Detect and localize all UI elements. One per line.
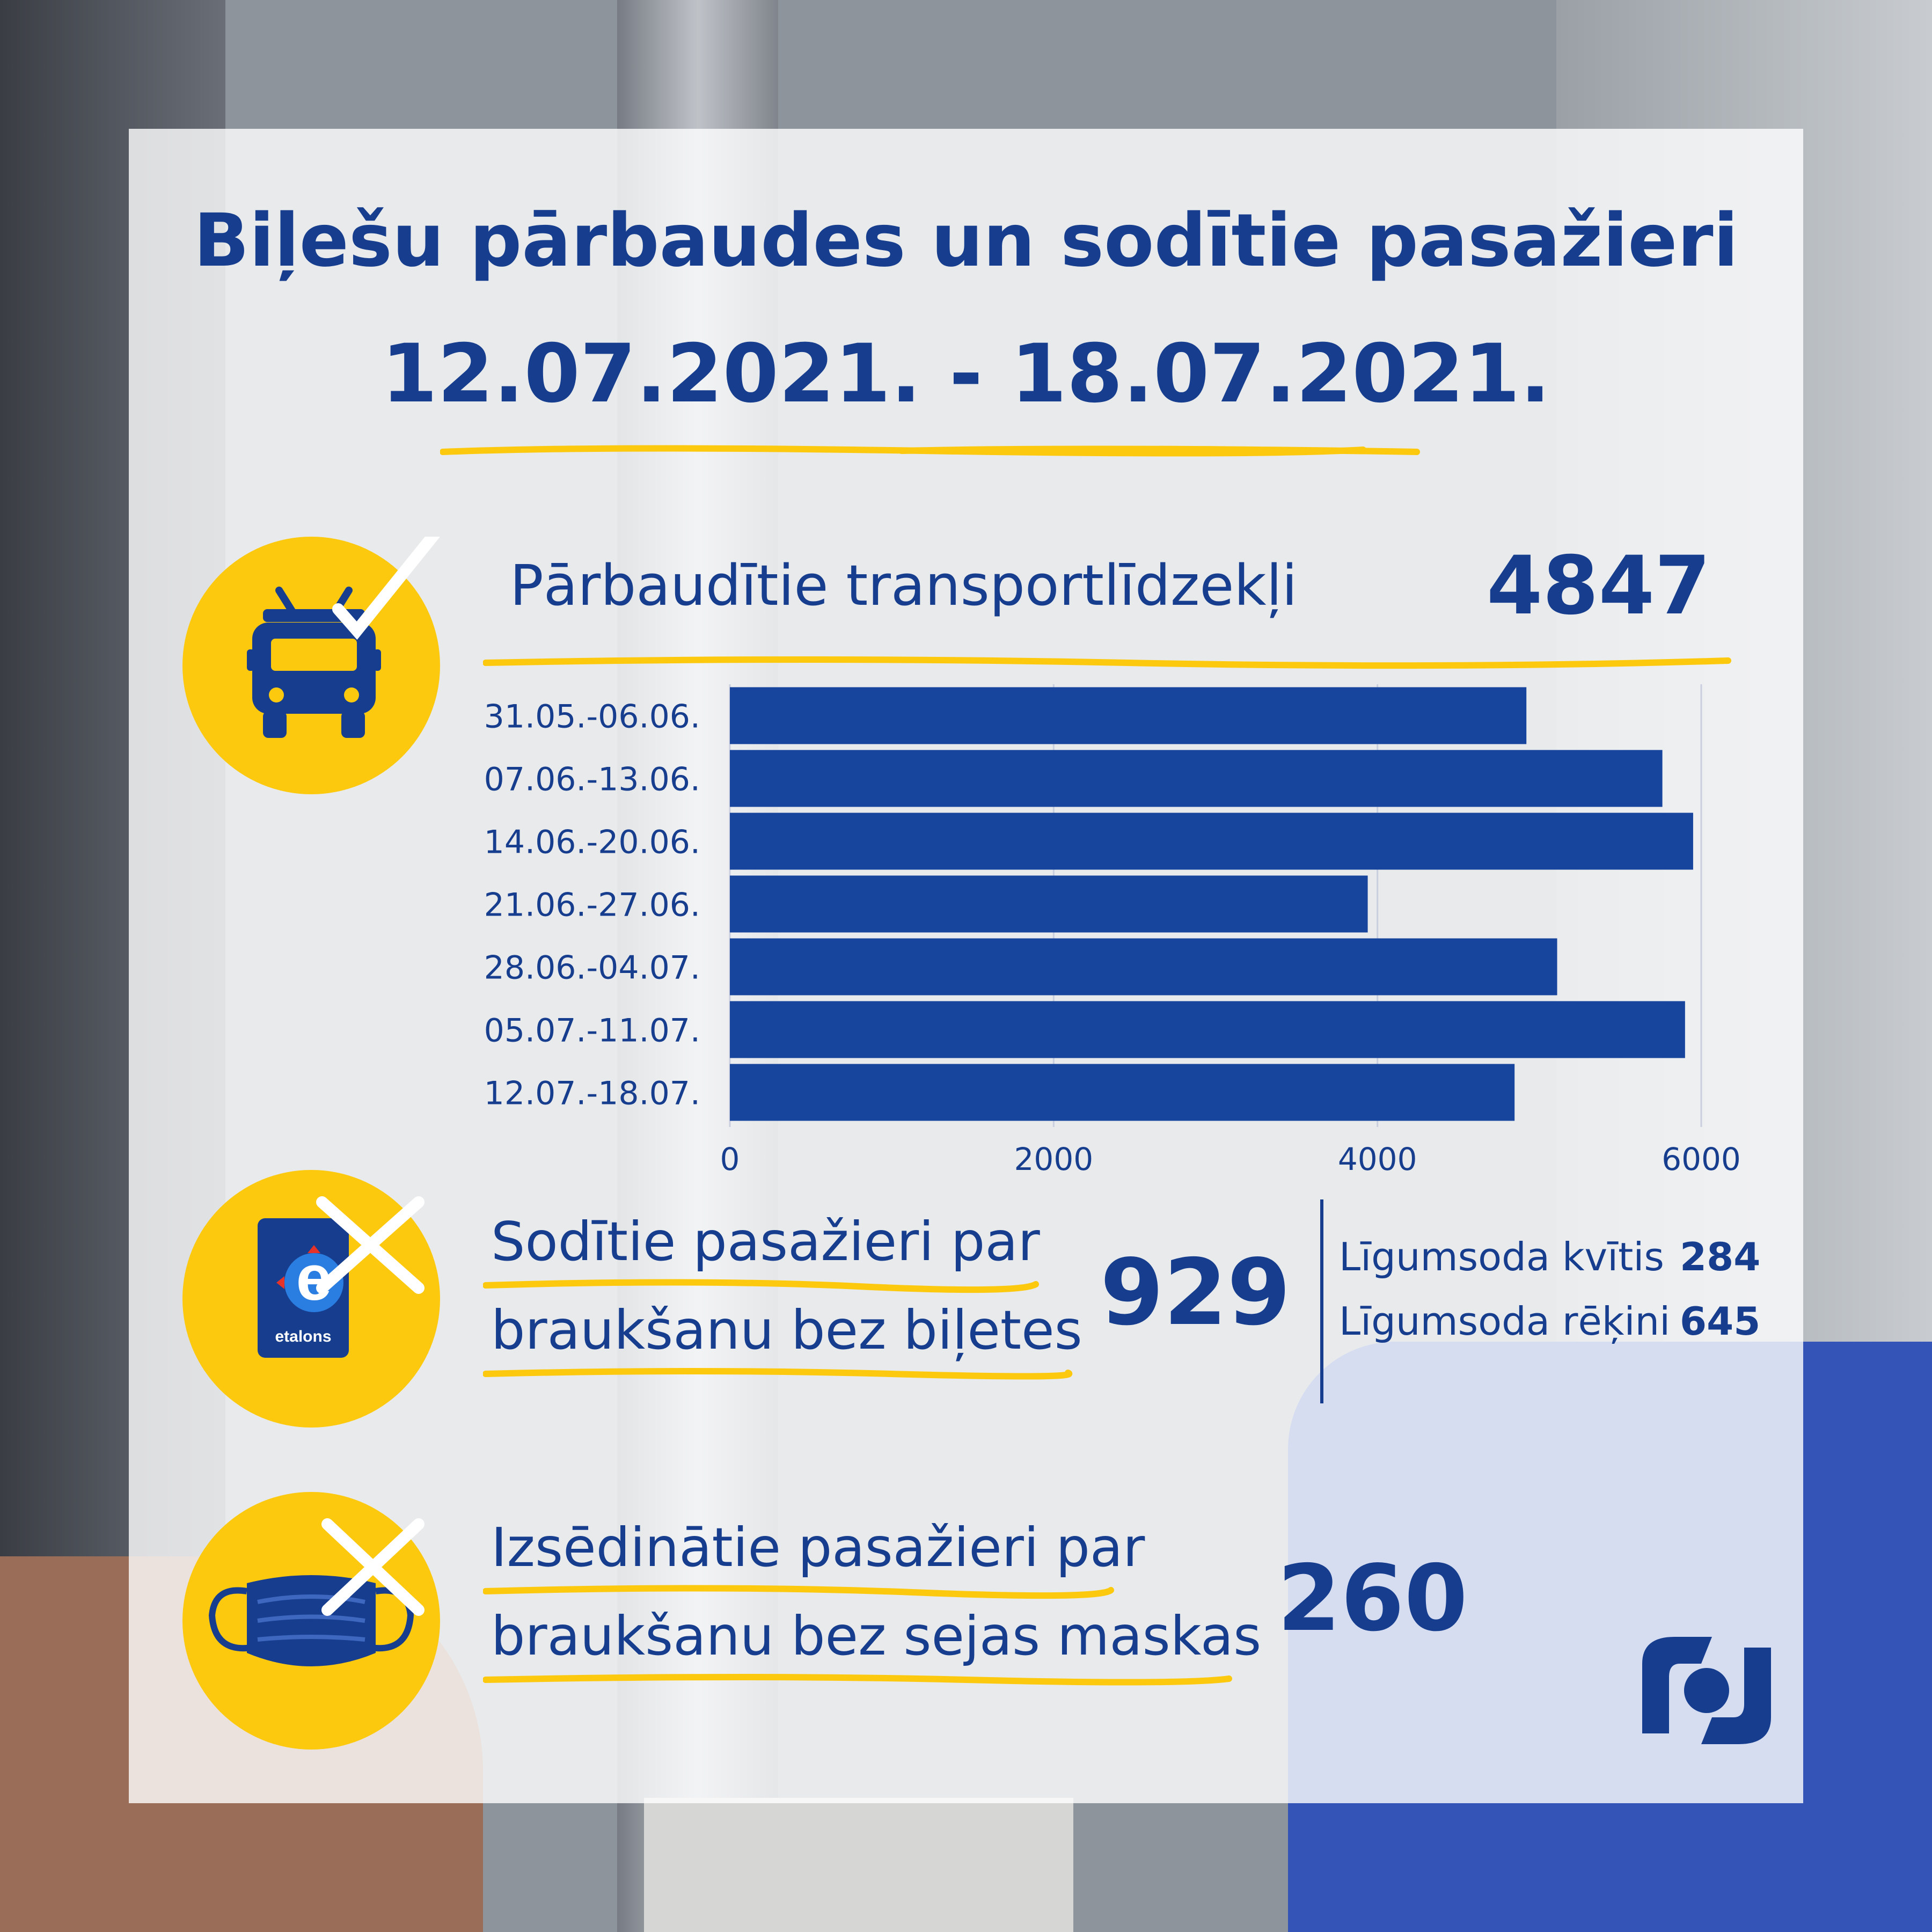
trolleybus-check-icon [247,528,441,738]
vehicles-label: Pārbaudītie transportlīdzekļi [510,553,1298,618]
bar-6 [730,1064,1515,1121]
breakdown-label-invoices: Līgumsoda rēķini [1339,1299,1671,1344]
face-mask-cross-icon [208,1518,425,1666]
vehicles-underline [483,656,1731,669]
page-title: Biļešu pārbaudes un sodītie pasažieri [193,199,1739,283]
category-label-2: 14.06.-20.06. [484,824,700,861]
date-underline [440,445,1420,457]
vehicles-icon-circle [182,528,441,794]
mask-underline-2 [483,1674,1232,1686]
rigas-satiksme-logo [1642,1637,1771,1744]
date-range: 12.07.2021. - 18.07.2021. [381,327,1551,421]
category-label-3: 21.06.-27.06. [484,887,700,924]
x-tick-label-6000: 6000 [1662,1141,1741,1177]
fined-value: 929 [1100,1240,1291,1346]
bar-4 [730,938,1557,996]
breakdown-value-receipts: 284 [1680,1234,1761,1279]
bar-5 [730,1001,1685,1058]
category-label-0: 31.05.-06.06. [484,698,700,736]
category-label-1: 07.06.-13.06. [484,761,700,799]
mask-icon-circle [182,1492,440,1750]
fined-label-line1: Sodītie pasažieri par [491,1210,1040,1273]
bar-1 [730,750,1663,807]
etalons-card-cross-icon: e etalons [258,1196,425,1358]
mask-label-line2: braukšanu bez sejas maskas [491,1605,1262,1667]
mask-underline-1 [483,1585,1114,1599]
bar-2 [730,813,1693,870]
breakdown-label-receipts: Līgumsoda kvītis [1339,1234,1664,1279]
category-label-4: 28.06.-04.07. [484,949,700,987]
svg-text:etalons: etalons [275,1328,331,1345]
bar-3 [730,875,1368,933]
x-tick-label-0: 0 [720,1141,740,1177]
divider [1320,1199,1323,1403]
bar-0 [730,687,1527,744]
mask-value: 260 [1277,1546,1468,1652]
mask-label-line1: Izsēdinātie pasažieri par [491,1516,1145,1579]
x-tick-label-4000: 4000 [1338,1141,1417,1177]
fined-underline-2 [483,1368,1073,1380]
breakdown-value-invoices: 645 [1680,1299,1761,1344]
fined-label-line2: braukšanu bez biļetes [491,1299,1082,1362]
category-label-6: 12.07.-18.07. [484,1075,700,1113]
category-label-5: 05.07.-11.07. [484,1012,700,1050]
vehicles-value: 4847 [1487,539,1711,633]
fined-icon-circle: e etalons [182,1170,440,1428]
x-tick-label-2000: 2000 [1014,1141,1094,1177]
fined-underline-1 [483,1279,1039,1293]
